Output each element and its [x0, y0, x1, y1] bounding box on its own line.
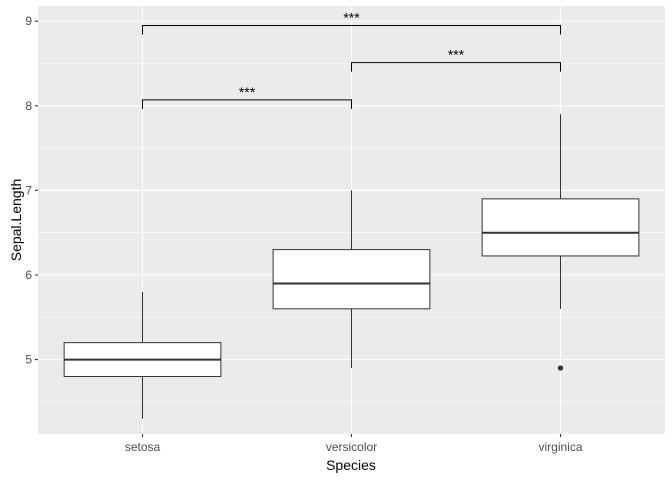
box-virginica: [481, 114, 640, 371]
box-iqr: [481, 198, 640, 257]
bracket-line: [142, 99, 352, 109]
x-tick-label: setosa: [125, 440, 161, 454]
y-tick-label: 7: [25, 183, 32, 197]
bracket-versicolor-virginica: ***: [351, 47, 561, 72]
bracket-setosa-virginica: ***: [142, 9, 561, 35]
x-tick-label: virginica: [538, 440, 582, 454]
bracket-line: [351, 62, 561, 72]
y-tick-label: 8: [25, 99, 32, 113]
y-axis-title: Sepal.Length: [8, 179, 24, 262]
significance-label: ***: [239, 84, 256, 100]
y-tick-label: 6: [25, 268, 32, 282]
significance-label: ***: [448, 47, 465, 63]
bracket-setosa-versicolor: ***: [142, 84, 352, 109]
x-axis: setosa versicolor virginica: [125, 434, 583, 454]
box-setosa: [63, 291, 222, 419]
y-tick-label: 5: [25, 353, 32, 367]
significance-brackets: *** *** ***: [142, 9, 561, 109]
bracket-line: [142, 24, 561, 35]
outlier-point: [557, 365, 564, 371]
y-tick-label: 9: [25, 14, 32, 28]
x-tick-label: versicolor: [326, 440, 377, 454]
y-axis: 5 6 7 8 9: [25, 14, 38, 367]
x-axis-title: Species: [326, 457, 376, 473]
boxes-layer: [63, 114, 640, 419]
box-iqr: [272, 249, 431, 310]
box-versicolor: [272, 190, 431, 369]
significance-label: ***: [343, 9, 360, 25]
